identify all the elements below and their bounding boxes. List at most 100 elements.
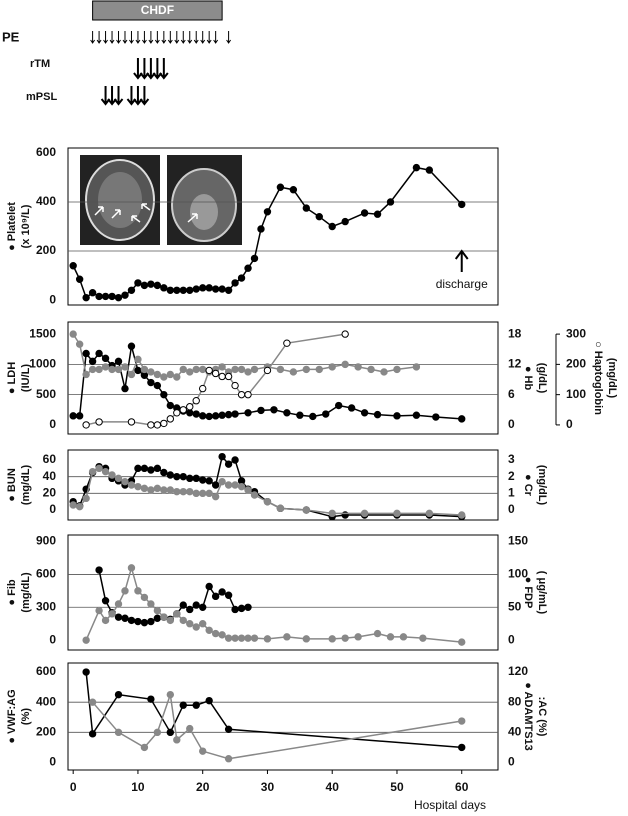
data-point (354, 633, 362, 641)
data-point (147, 617, 155, 626)
data-point (322, 410, 330, 418)
data-point (114, 293, 123, 302)
data-point (263, 635, 272, 643)
data-point (121, 291, 129, 299)
data-point (458, 415, 466, 423)
data-point (393, 412, 401, 420)
data-point (263, 497, 272, 506)
data-point (283, 339, 291, 347)
y-tick-label: 300 (36, 599, 56, 613)
data-point (147, 600, 155, 608)
y2-tick-label: 1 (508, 486, 515, 500)
y2-tick-label: 0 (508, 417, 515, 431)
data-point (341, 330, 349, 338)
data-point (205, 626, 213, 634)
data-point (231, 410, 239, 418)
data-point (114, 613, 123, 621)
data-point (134, 617, 142, 626)
data-point (367, 365, 375, 374)
y2-tick-label: 0 (508, 755, 515, 769)
data-point (458, 717, 466, 725)
data-point (276, 365, 285, 374)
data-point (134, 482, 142, 491)
data-point (166, 616, 175, 625)
series-line (92, 694, 462, 760)
data-point (101, 467, 110, 476)
x-tick-label: 10 (131, 780, 145, 794)
data-point (412, 163, 421, 172)
data-point (373, 410, 382, 419)
data-point (186, 474, 194, 483)
data-point (179, 406, 187, 414)
pe-arrow (206, 31, 212, 44)
data-point (257, 406, 265, 415)
data-point (173, 373, 181, 381)
data-point (211, 629, 220, 638)
data-point (231, 456, 239, 464)
data-point (173, 409, 181, 417)
data-point (179, 701, 187, 709)
data-point (231, 279, 239, 287)
pe-arrow (90, 31, 96, 44)
data-point (341, 634, 349, 642)
pe-arrow (96, 31, 102, 44)
pe-arrow (122, 31, 128, 44)
data-point (231, 381, 239, 390)
data-point (354, 363, 362, 371)
data-point (244, 634, 252, 642)
data-point (205, 696, 213, 705)
data-point (69, 412, 77, 420)
data-point (198, 412, 207, 420)
axis-label: (mg/dL) (536, 465, 548, 506)
axis-label: :AC (%) (536, 697, 548, 737)
y3-tick-label: 300 (566, 326, 586, 340)
y2-tick-label: 120 (508, 664, 528, 678)
data-point (134, 366, 142, 375)
data-point (231, 605, 239, 614)
y2-tick-label: 80 (508, 694, 522, 708)
data-point (244, 603, 252, 611)
data-point (134, 464, 142, 473)
mri-brain (98, 172, 142, 228)
y2-tick-label: 40 (508, 724, 522, 738)
data-point (108, 365, 116, 374)
pe-arrow (174, 31, 180, 44)
data-point (153, 370, 162, 379)
data-point (198, 620, 207, 628)
data-point (458, 743, 466, 752)
data-point (360, 409, 369, 417)
panel-frame (67, 662, 499, 771)
data-point (166, 471, 175, 479)
data-point (127, 342, 136, 350)
mri-brain (190, 194, 218, 230)
data-point (393, 509, 401, 518)
y-tick-label: 0 (49, 755, 56, 769)
data-point (328, 509, 336, 518)
data-point (231, 481, 239, 489)
axis-label: ● ADAMTS13 (522, 682, 534, 751)
data-point (373, 210, 382, 218)
data-point (211, 481, 220, 489)
data-point (263, 208, 272, 216)
y-tick-label: 600 (36, 664, 56, 678)
data-point (186, 368, 194, 376)
series-line (85, 333, 346, 426)
axis-label: ● Platelet (6, 202, 18, 251)
data-point (224, 460, 233, 468)
data-point (244, 368, 252, 376)
data-point (192, 701, 200, 709)
data-point (147, 486, 155, 494)
data-point (82, 668, 90, 676)
annotation-text: discharge (436, 277, 488, 291)
data-point (186, 620, 194, 628)
data-point (75, 340, 84, 348)
data-point (101, 292, 110, 301)
data-point (88, 698, 97, 706)
data-point (108, 292, 116, 301)
data-point (186, 605, 194, 614)
data-point (198, 747, 207, 755)
data-point (399, 633, 408, 641)
pe-arrow (161, 31, 167, 44)
data-point (296, 411, 304, 419)
